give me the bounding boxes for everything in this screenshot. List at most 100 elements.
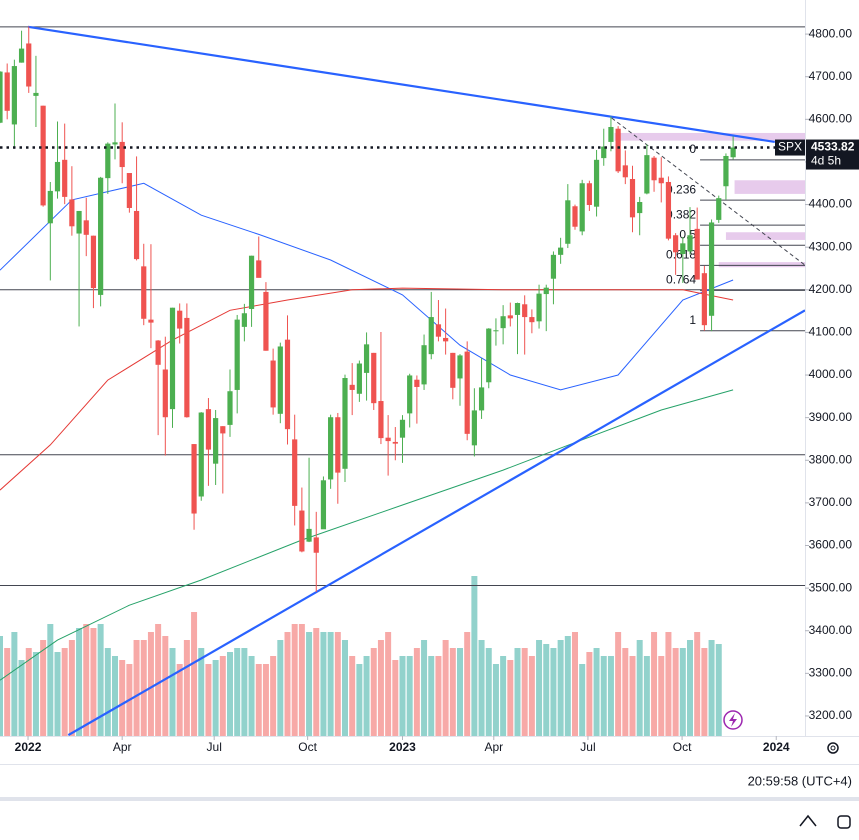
candle-body	[69, 199, 75, 227]
volume-bar	[593, 648, 600, 736]
candle-body	[615, 128, 621, 172]
y-tick-label: 3200.00	[809, 708, 853, 722]
candle-body	[320, 480, 327, 530]
candle-body	[313, 537, 319, 553]
candle-body	[306, 528, 312, 542]
candle-body	[220, 426, 226, 434]
candle-body	[119, 141, 125, 168]
volume-bar	[61, 648, 68, 736]
volume-bar	[334, 632, 341, 736]
candle-body	[191, 444, 197, 514]
settings-icon[interactable]	[827, 742, 839, 754]
moving-average	[0, 287, 734, 491]
volume-bar	[543, 644, 550, 736]
volume-bar	[198, 648, 205, 736]
axis-border	[805, 0, 806, 736]
volume-bar	[162, 636, 169, 736]
volume-bar	[363, 656, 370, 736]
moving-average	[0, 389, 734, 681]
y-tick-label: 4400.00	[809, 197, 853, 211]
volume-bar	[615, 632, 622, 736]
volume-bar	[356, 664, 363, 736]
candle-body	[18, 48, 25, 63]
volume-bar	[449, 648, 456, 736]
x-tick-label: Jul	[207, 740, 222, 754]
candle-body	[730, 147, 736, 158]
zone	[614, 132, 805, 141]
candle-body	[126, 173, 132, 208]
candle-body	[40, 105, 46, 206]
x-tick-label: Oct	[673, 740, 692, 754]
fullscreen-icon[interactable]	[837, 815, 851, 829]
candle-body	[385, 437, 391, 442]
y-tick-label: 3700.00	[809, 495, 853, 509]
candle-body	[248, 255, 255, 309]
zone	[718, 262, 805, 268]
volume-bar	[241, 648, 248, 736]
volume-bar	[313, 628, 320, 736]
candle-body	[723, 155, 729, 187]
volume-bar	[694, 632, 701, 736]
fib-label: 1	[689, 313, 696, 327]
candle-body	[550, 254, 557, 279]
candle-body	[335, 417, 341, 473]
volume-bar	[478, 640, 485, 736]
moving-average	[0, 182, 734, 391]
volume-bar	[557, 640, 564, 736]
candle-body	[464, 351, 470, 434]
candle-body	[162, 369, 168, 418]
candle-body	[155, 340, 161, 365]
candle-body	[277, 346, 283, 414]
volume-bar	[550, 648, 557, 736]
volume-bar	[68, 640, 75, 736]
expand-icon[interactable]	[799, 814, 817, 827]
y-tick-label: 4100.00	[809, 325, 853, 339]
candle-body	[507, 315, 513, 319]
volume-bar	[679, 648, 686, 736]
x-tick-label: Jul	[580, 740, 595, 754]
candle-body	[133, 210, 140, 260]
divider	[0, 797, 859, 801]
candle-body	[392, 441, 398, 444]
candle-body	[651, 157, 657, 181]
volume-bar	[11, 632, 18, 736]
zone	[725, 232, 805, 240]
candle-body	[565, 200, 571, 244]
candle-body	[33, 92, 39, 96]
candle-body	[428, 317, 434, 355]
volume-bar	[399, 656, 406, 736]
candle-body	[414, 379, 420, 387]
trend-line	[67, 309, 805, 736]
candle-body	[680, 243, 686, 254]
candle-body	[342, 378, 348, 469]
candle-body	[349, 384, 355, 390]
volume-bar	[90, 628, 97, 736]
volume-bar	[262, 664, 269, 736]
volume-bar	[234, 648, 241, 736]
volume-bar	[507, 660, 514, 736]
candle-body	[701, 273, 707, 326]
volume-bar	[392, 660, 399, 736]
alert-icon[interactable]	[723, 710, 743, 730]
volume-bar	[298, 624, 305, 736]
volume-bar	[672, 648, 679, 736]
divider	[0, 764, 859, 765]
candle-body	[421, 345, 427, 385]
volume-bar	[284, 632, 291, 736]
volume-bar	[485, 648, 492, 736]
candle-body	[227, 391, 233, 425]
volume-bar	[40, 640, 47, 736]
dashed-trend-line	[611, 117, 805, 266]
candle-body	[83, 220, 89, 235]
symbol-box	[775, 139, 805, 156]
candle-body	[263, 291, 269, 351]
x-tick-label: Oct	[298, 740, 317, 754]
volume-bar	[521, 648, 528, 736]
candle-body	[486, 328, 492, 383]
volume-bar	[600, 656, 607, 736]
candle-body	[644, 155, 650, 194]
volume-bar	[622, 648, 629, 736]
candle-body	[608, 126, 614, 142]
candle-body	[98, 177, 104, 295]
